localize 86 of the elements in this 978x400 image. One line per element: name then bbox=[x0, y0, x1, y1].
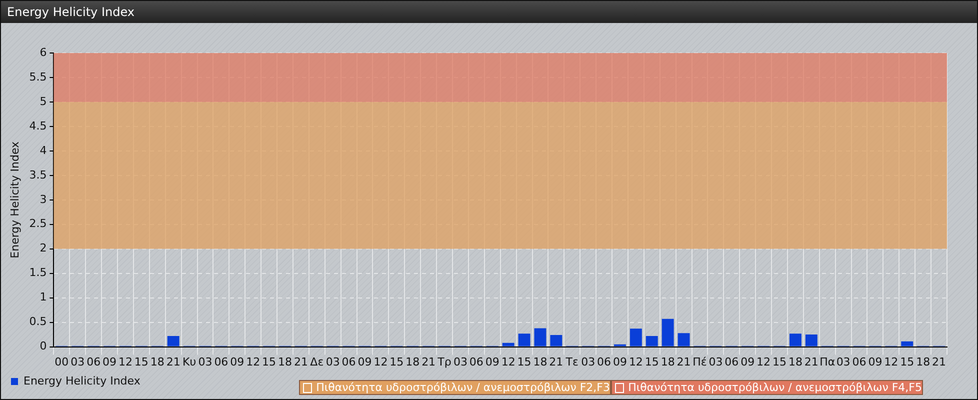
x-tick-label: 18 bbox=[278, 355, 292, 368]
bar bbox=[502, 342, 514, 346]
x-tick-label: 21 bbox=[676, 355, 691, 368]
x-tick-label: 03 bbox=[198, 355, 212, 368]
bar bbox=[167, 336, 180, 346]
bar bbox=[901, 341, 914, 346]
chart-title: Energy Helicity Index bbox=[1, 1, 977, 23]
x-tick-label: 21 bbox=[549, 355, 564, 368]
y-axis-title: Energy Helicity Index bbox=[8, 140, 22, 258]
x-tick-label: 15 bbox=[390, 355, 404, 368]
y-tick-label: 3 bbox=[40, 192, 47, 206]
x-tick-label: 06 bbox=[597, 355, 612, 368]
y-tick-label: 0.5 bbox=[29, 315, 47, 328]
bar bbox=[534, 328, 546, 346]
x-tick-label: 18 bbox=[916, 355, 930, 368]
x-tick-label: 18 bbox=[533, 355, 548, 368]
x-tick-label: Δε bbox=[310, 355, 324, 368]
y-tick-label: 4 bbox=[40, 144, 47, 157]
x-tick-label: 15 bbox=[517, 355, 532, 368]
x-tick-label: 03 bbox=[581, 355, 596, 368]
y-tick-label: 6 bbox=[40, 46, 47, 59]
bar bbox=[805, 334, 818, 346]
x-tick-label: 03 bbox=[708, 355, 723, 368]
x-tick-label: 00 bbox=[54, 355, 69, 368]
x-tick-label: 18 bbox=[660, 355, 675, 368]
legend-label: Πιθανότητα υδροστρόβιλων / ανεμοστρόβιλων F4,F5 bbox=[628, 381, 922, 394]
x-tick-label: 15 bbox=[772, 355, 787, 368]
x-tick-label: 18 bbox=[406, 355, 420, 368]
x-tick-label: 03 bbox=[70, 355, 85, 368]
y-tick-label: 3.5 bbox=[29, 168, 47, 182]
bar bbox=[550, 335, 562, 346]
x-tick-label: 18 bbox=[788, 355, 802, 368]
y-tick-label: 0 bbox=[40, 340, 47, 353]
bar bbox=[630, 328, 642, 346]
bar bbox=[662, 318, 674, 346]
x-tick-label: 15 bbox=[900, 355, 914, 368]
legend-label: Energy Helicity Index bbox=[24, 374, 141, 388]
x-tick-label: 12 bbox=[628, 355, 643, 368]
x-tick-label: 12 bbox=[756, 355, 771, 368]
bar bbox=[789, 334, 802, 346]
x-tick-label: 09 bbox=[102, 355, 117, 368]
x-tick-label: 21 bbox=[166, 355, 180, 368]
x-tick-label: 21 bbox=[932, 355, 946, 368]
x-tick-label: Κυ bbox=[182, 355, 196, 368]
x-tick-label: 12 bbox=[246, 355, 260, 368]
x-tick-label: 21 bbox=[422, 355, 436, 368]
x-tick-label: 21 bbox=[294, 355, 308, 368]
x-tick-label: Πα bbox=[820, 355, 836, 368]
x-tick-label: 06 bbox=[469, 355, 484, 368]
x-tick-label: 15 bbox=[262, 355, 276, 368]
x-tick-label: 12 bbox=[884, 355, 898, 368]
x-tick-label: Πέ bbox=[692, 355, 707, 368]
x-tick-label: 09 bbox=[868, 355, 882, 368]
x-tick-label: 09 bbox=[358, 355, 372, 368]
x-tick-label: 21 bbox=[804, 355, 818, 368]
x-tick-label: 03 bbox=[326, 355, 340, 368]
y-tick-label: 1.5 bbox=[29, 266, 47, 280]
x-tick-label: 06 bbox=[724, 355, 739, 368]
y-tick-label: 1 bbox=[40, 290, 47, 304]
x-tick-label: 06 bbox=[342, 355, 356, 368]
y-tick-label: 5.5 bbox=[29, 70, 47, 84]
x-tick-label: 12 bbox=[501, 355, 516, 368]
y-tick-label: 2 bbox=[40, 242, 47, 255]
y-tick-label: 2.5 bbox=[29, 217, 47, 230]
x-tick-label: 12 bbox=[118, 355, 132, 368]
x-tick-label: 18 bbox=[150, 355, 164, 368]
x-tick-label: Τρ bbox=[436, 355, 452, 368]
x-tick-label: 06 bbox=[214, 355, 228, 368]
legend-label: Πιθανότητα υδροστρόβιλων / ανεμοστρόβιλων F2,F3 bbox=[316, 381, 610, 394]
x-tick-label: Τε bbox=[564, 355, 579, 368]
y-tick-label: 5 bbox=[40, 94, 47, 108]
x-tick-label: 09 bbox=[740, 355, 755, 368]
x-tick-label: 03 bbox=[453, 355, 468, 368]
x-tick-label: 09 bbox=[485, 355, 500, 368]
x-tick-label: 15 bbox=[134, 355, 148, 368]
x-tick-label: 03 bbox=[836, 355, 850, 368]
x-tick-label: 12 bbox=[374, 355, 388, 368]
bar bbox=[678, 333, 690, 346]
x-tick-label: 06 bbox=[852, 355, 866, 368]
x-tick-label: 09 bbox=[230, 355, 244, 368]
x-tick-label: 15 bbox=[644, 355, 659, 368]
bar bbox=[518, 334, 530, 346]
bar bbox=[646, 336, 658, 346]
y-tick-label: 4.5 bbox=[29, 119, 47, 132]
x-tick-label: 06 bbox=[86, 355, 101, 368]
x-tick-label: 09 bbox=[612, 355, 627, 368]
